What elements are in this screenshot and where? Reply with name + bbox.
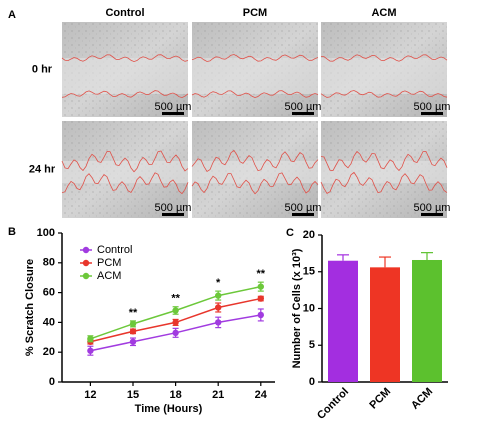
y-tick-label: 60 bbox=[43, 287, 55, 299]
data-point bbox=[215, 319, 222, 326]
data-point bbox=[257, 283, 264, 290]
data-point bbox=[87, 335, 94, 342]
wound-edge bbox=[191, 54, 319, 62]
x-tick-label: 21 bbox=[212, 389, 224, 401]
data-point bbox=[257, 311, 264, 319]
scale-bar bbox=[421, 213, 443, 216]
legend-label: ACM bbox=[97, 270, 121, 282]
bar bbox=[370, 267, 400, 382]
scale-bar-label: 500 µm bbox=[414, 101, 451, 113]
bar bbox=[412, 259, 442, 382]
wound-edge bbox=[320, 150, 448, 172]
data-point bbox=[129, 338, 137, 345]
wound-edge bbox=[61, 172, 189, 195]
x-tick-label: 18 bbox=[169, 389, 181, 401]
column-header: Control bbox=[105, 7, 144, 19]
y-tick-label: 80 bbox=[43, 257, 55, 269]
scale-bar bbox=[292, 112, 314, 115]
data-point bbox=[129, 328, 137, 335]
bar bbox=[328, 260, 358, 382]
scale-bar-label: 500 µm bbox=[285, 101, 322, 113]
wound-edge bbox=[191, 149, 319, 173]
column-header: ACM bbox=[371, 7, 396, 19]
wound-edge bbox=[320, 90, 448, 98]
wound-edge bbox=[61, 90, 189, 99]
y-tick-label: 5 bbox=[309, 339, 315, 351]
y-tick-label: 100 bbox=[37, 227, 55, 239]
y-tick-label: 10 bbox=[303, 302, 315, 314]
legend-label: PCM bbox=[97, 257, 121, 269]
x-tick-label: ACM bbox=[409, 386, 435, 412]
scale-bar bbox=[421, 112, 443, 115]
data-point bbox=[129, 320, 137, 328]
scale-bar-label: 500 µm bbox=[155, 202, 192, 214]
panel-label: B bbox=[8, 226, 16, 238]
data-point bbox=[215, 292, 222, 299]
y-tick-label: 0 bbox=[309, 376, 315, 388]
x-tick-label: Control bbox=[315, 386, 351, 422]
data-point bbox=[257, 295, 264, 302]
scratch-gap bbox=[192, 58, 318, 94]
scale-bar bbox=[162, 112, 184, 115]
y-axis-label: % Scratch Closure bbox=[24, 259, 36, 356]
significance: * bbox=[216, 277, 221, 289]
data-point bbox=[172, 329, 179, 337]
legend-marker bbox=[82, 246, 90, 254]
scale-bar bbox=[162, 213, 184, 216]
data-point bbox=[87, 347, 94, 354]
wound-edge bbox=[320, 54, 448, 62]
wound-edge bbox=[61, 54, 189, 63]
scratch-gap bbox=[62, 161, 188, 183]
column-header: PCM bbox=[243, 7, 267, 19]
y-tick-label: 40 bbox=[43, 316, 55, 328]
x-tick-label: 12 bbox=[84, 389, 96, 401]
panel-label: A bbox=[8, 9, 16, 21]
legend-label: Control bbox=[97, 244, 132, 256]
y-tick-label: 20 bbox=[43, 346, 55, 358]
significance: ** bbox=[171, 293, 180, 305]
y-tick-label: 0 bbox=[49, 376, 55, 388]
wound-edge bbox=[191, 90, 319, 99]
x-tick-label: PCM bbox=[367, 386, 393, 412]
scratch-gap bbox=[62, 58, 188, 94]
y-tick-label: 20 bbox=[303, 229, 315, 241]
significance: ** bbox=[129, 307, 138, 319]
legend-marker bbox=[82, 272, 90, 280]
wound-edge bbox=[320, 171, 448, 194]
data-point bbox=[172, 307, 179, 314]
scale-bar-label: 500 µm bbox=[414, 202, 451, 214]
significance: ** bbox=[257, 268, 266, 280]
panel-label: C bbox=[286, 227, 294, 239]
y-axis-label: Number of Cells (x 10³) bbox=[291, 248, 303, 368]
row-label: 24 hr bbox=[29, 163, 56, 175]
x-axis-label: Time (Hours) bbox=[135, 403, 203, 415]
wound-edge bbox=[191, 172, 319, 195]
scale-bar-label: 500 µm bbox=[285, 202, 322, 214]
wound-edge bbox=[61, 150, 189, 173]
scale-bar-label: 500 µm bbox=[155, 101, 192, 113]
row-label: 0 hr bbox=[32, 63, 53, 75]
scratch-gap bbox=[321, 58, 447, 94]
legend-marker bbox=[82, 259, 90, 267]
scratch-gap bbox=[321, 161, 447, 183]
scale-bar bbox=[292, 213, 314, 216]
scratch-gap bbox=[192, 161, 318, 183]
data-point bbox=[215, 304, 222, 311]
x-tick-label: 15 bbox=[127, 389, 139, 401]
data-point bbox=[172, 319, 179, 326]
x-tick-label: 24 bbox=[255, 389, 268, 401]
y-tick-label: 15 bbox=[303, 266, 315, 278]
